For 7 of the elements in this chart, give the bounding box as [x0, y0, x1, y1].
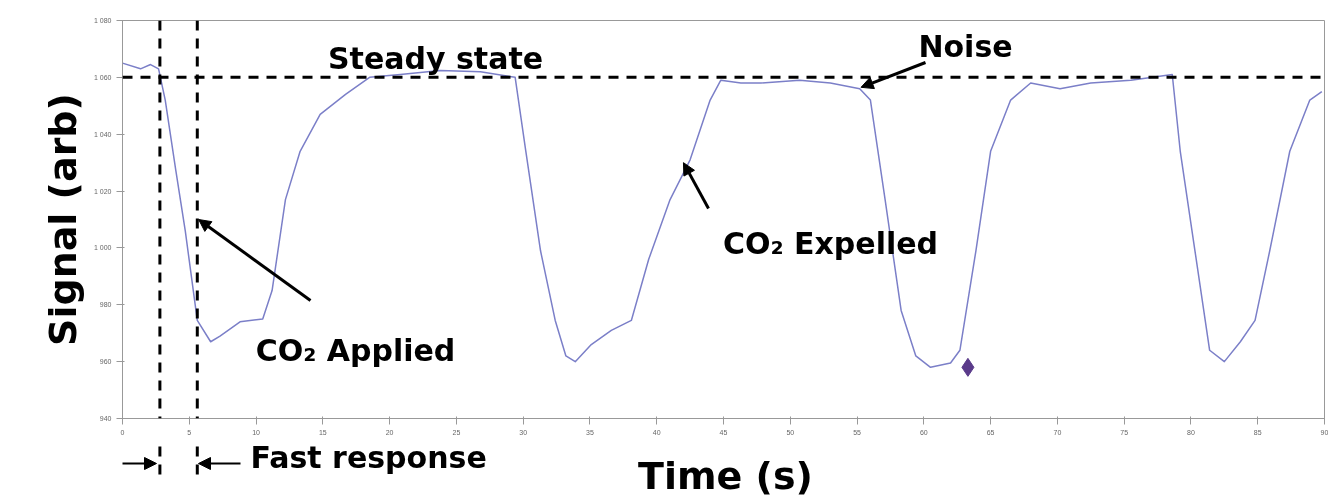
y-axis-title: Signal (arb) [40, 93, 85, 346]
annotation: CO₂ Expelled [722, 226, 939, 261]
annotation: CO₂ Applied [255, 333, 456, 368]
annotation: Noise [918, 29, 1013, 64]
x-axis-title: Time (s) [638, 453, 813, 498]
annotation: Steady state [327, 41, 544, 76]
text: Fast response [250, 440, 487, 475]
